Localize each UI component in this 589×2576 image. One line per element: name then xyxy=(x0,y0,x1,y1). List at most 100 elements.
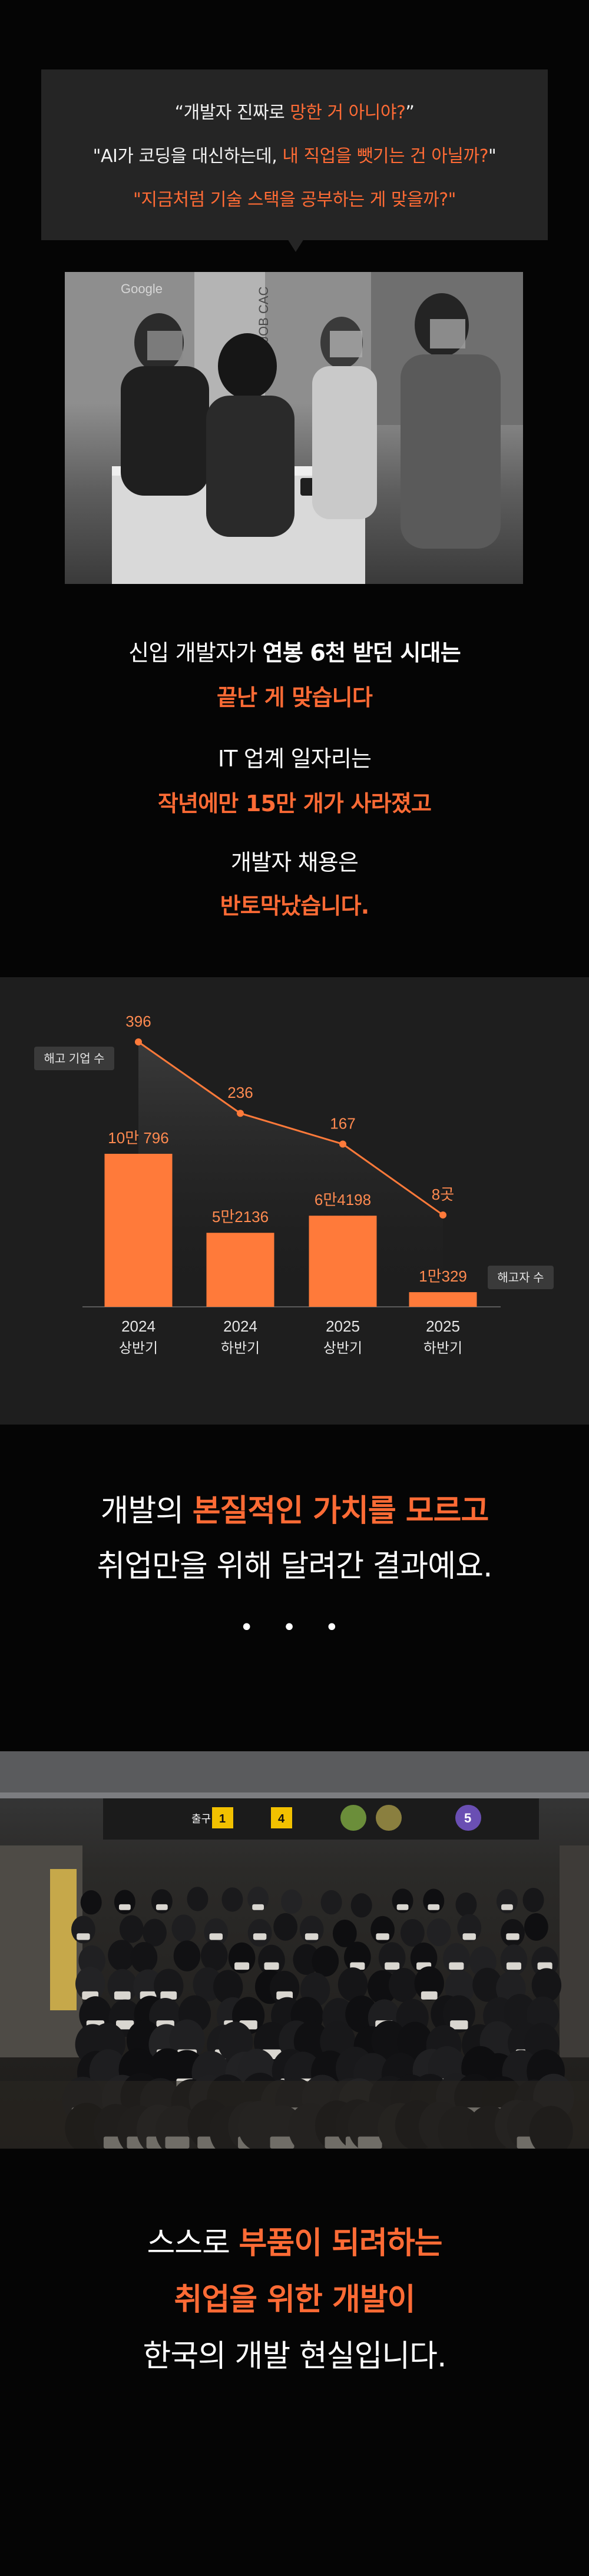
intro-1-start: 신입 개발자가 xyxy=(128,640,263,666)
face-mask xyxy=(234,1962,250,1970)
face-mask xyxy=(449,1962,464,1970)
face-mask xyxy=(428,1904,440,1910)
final-line-2: 취업을 위한 개발이 xyxy=(174,2282,416,2318)
crowd-head xyxy=(501,1918,525,1947)
chart-line-point-3 xyxy=(339,1140,346,1148)
crowd-head xyxy=(445,1970,475,2004)
closing-1-highlight: 본질적인 가치를 모르고 xyxy=(192,1493,489,1529)
final-line-1: 스스로 부품이 되려하는 xyxy=(0,2223,589,2264)
crowd-head xyxy=(337,1967,368,2002)
photo-exit-num-2: 4 xyxy=(278,1813,285,1825)
x-tick-half-3: 상반기 xyxy=(323,1340,362,1356)
photo-exit-label: 출구 xyxy=(191,1813,211,1825)
crowd-head xyxy=(80,1890,102,1915)
chart-line-path xyxy=(138,1041,444,1216)
crowd-head xyxy=(114,1890,135,1914)
chart-bar-label-3: 6만4198 xyxy=(315,1191,371,1209)
face-mask xyxy=(537,1962,552,1970)
intro-line-6: 반토막났습니다. xyxy=(220,893,370,919)
face-mask xyxy=(501,1904,513,1910)
photo-google-text: Google xyxy=(121,281,163,296)
crowd-head xyxy=(273,1913,298,1941)
quote-1-highlight: 망한 거 아니야? xyxy=(290,102,406,123)
x-tick-year-3: 2025 xyxy=(326,1317,360,1335)
crowd-head xyxy=(455,1892,477,1917)
chart-bar-2 xyxy=(206,1233,274,1307)
x-tick-half-2: 하반기 xyxy=(221,1340,260,1356)
crowd-head xyxy=(531,1968,562,2003)
face-mask xyxy=(264,1962,279,1970)
job-fair-photo-illustration: Google JOB CAC xyxy=(65,272,523,584)
face-mask xyxy=(209,1933,223,1940)
crowd-head xyxy=(281,1889,303,1914)
chart-bar-label-1: 10만 796 xyxy=(108,1129,168,1147)
crowd-head xyxy=(171,1914,196,1943)
chart-line-point-2 xyxy=(237,1110,244,1117)
chart-line-point-4 xyxy=(439,1211,446,1219)
crowd-head xyxy=(119,1915,144,1943)
crowd-head xyxy=(350,1893,372,1918)
quote-1-end: ” xyxy=(405,102,415,123)
face-mask xyxy=(118,1904,131,1910)
chart-bar-4 xyxy=(409,1292,477,1307)
face-mask xyxy=(506,1962,521,1970)
legend-tag-layoffs xyxy=(488,1266,554,1289)
chart-line-label-3: 167 xyxy=(330,1114,355,1132)
crowd-head xyxy=(221,1887,243,1912)
intro-line-2: 끝난 게 맞습니다 xyxy=(217,685,373,711)
x-tick-year-4: 2025 xyxy=(426,1317,460,1335)
photo-line-num: 5 xyxy=(464,1811,471,1825)
crowd-head xyxy=(500,1944,528,1976)
intro-line-5: 개발자 채용은 xyxy=(230,849,359,875)
quote-2-start: "AI가 코딩을 대신하는데, xyxy=(92,146,283,167)
chart-line-label-4: 8곳 xyxy=(432,1186,454,1203)
x-tick-year-1: 2024 xyxy=(121,1317,155,1335)
legend-label-companies: 해고 기업 수 xyxy=(44,1052,104,1065)
x-tick-half-1: 상반기 xyxy=(119,1340,158,1356)
crowd-head xyxy=(187,1887,209,1911)
crowd-head xyxy=(371,2020,407,2062)
quote-line-2: "AI가 코딩을 대신하는데, 내 직업을 뺏기는 건 아닐까?" xyxy=(41,145,548,168)
chart-bar-3 xyxy=(309,1216,377,1307)
crowd-head xyxy=(320,1890,342,1915)
x-tick-year-2: 2024 xyxy=(223,1317,257,1335)
crowd-head xyxy=(400,1919,425,1947)
crowd-head xyxy=(247,1918,272,1947)
final-line-3: 한국의 개발 현실입니다. xyxy=(143,2339,447,2374)
crowd-head xyxy=(527,1996,560,2034)
face-mask xyxy=(396,1904,409,1910)
crowd-head xyxy=(388,1968,419,2002)
face-mask xyxy=(253,1933,267,1940)
chart-line-area xyxy=(138,1042,443,1307)
crowd-head xyxy=(426,1918,451,1946)
face-mask xyxy=(462,1933,476,1940)
quote-line-1: “개발자 진짜로 망한 거 아니야?” xyxy=(41,101,548,125)
face-mask xyxy=(114,1991,131,2000)
legend-label-layoffs: 해고자 수 xyxy=(497,1271,544,1284)
quote-1-start: “개발자 진짜로 xyxy=(174,102,290,123)
quote-2-highlight: 내 직업을 뺏기는 건 아닐까? xyxy=(282,146,489,167)
photo-exit-num-1: 1 xyxy=(219,1813,226,1825)
intro-line-1: 신입 개발자가 연봉 6천 받던 시대는 xyxy=(0,638,589,668)
face-mask xyxy=(77,1933,90,1940)
crowd-head xyxy=(524,1913,548,1941)
crowd-head xyxy=(213,1970,243,2004)
layoff-chart: 10만 796 5만2136 6만4198 1만329 396 236 167 8곳 해고 기업… xyxy=(34,1013,554,1356)
closing-1-start: 개발의 xyxy=(100,1493,193,1529)
quote-bubble-tail xyxy=(287,239,304,252)
chart-bar-label-4: 1만329 xyxy=(419,1267,467,1285)
face-mask xyxy=(385,1962,400,1970)
face-mask xyxy=(252,1904,264,1910)
final-1-highlight: 부품이 되려하는 xyxy=(239,2226,443,2261)
crowd-head xyxy=(332,1920,357,1947)
ellipsis-dots: • • • xyxy=(239,1614,350,1641)
quote-line-3: "지금처럼 기술 스택을 공부하는 게 맞을까?" xyxy=(133,190,456,210)
crowd-head xyxy=(173,1940,201,1971)
quote-2-end: " xyxy=(488,146,497,167)
face-mask xyxy=(115,2020,134,2030)
legend-tag-companies xyxy=(34,1047,114,1070)
chart-line-label-2: 236 xyxy=(227,1084,253,1101)
face-mask xyxy=(376,1933,389,1940)
subway-crowd-illustration: 출구 1 4 5 xyxy=(0,1751,589,2149)
intro-line-4: 작년에만 15만 개가 사라졌고 xyxy=(157,791,432,816)
